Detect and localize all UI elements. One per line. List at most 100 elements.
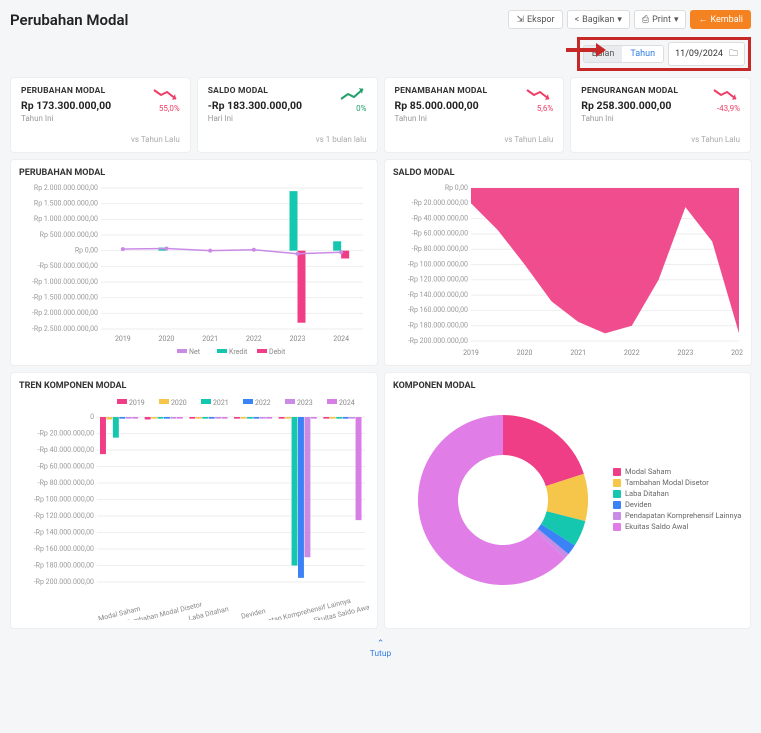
segment-tahun[interactable]: Tahun [622,46,663,62]
perubahan-modal-chart: PERUBAHAN MODAL Rp 2.000.000.000,00Rp 1.… [10,159,378,366]
kpi-foot: vs Tahun Lalu [21,135,180,144]
komponen-modal-svg [393,395,613,605]
komponen-modal-chart: KOMPONEN MODAL Modal SahamTambahan Modal… [384,372,751,629]
kpi-foot: vs 1 bulan lalu [208,135,367,144]
header-actions: ⇲Ekspor <Bagikan▾ ⎙Print▾ ←Kembali [508,10,751,29]
svg-text:-Rp 1.000.000.000,00: -Rp 1.000.000.000,00 [32,278,98,286]
svg-text:2022: 2022 [624,349,640,357]
svg-text:-Rp 180.000.000,00: -Rp 180.000.000,00 [408,322,468,330]
svg-text:2020: 2020 [159,335,175,343]
kpi-sub: Tahun Ini [581,114,678,123]
kpi-value: Rp 85.000.000,00 [395,99,488,112]
svg-text:-Rp 200.000.000,00: -Rp 200.000.000,00 [34,578,94,586]
legend-item: Laba Ditahan [613,489,741,498]
kpi-sub: Tahun Ini [395,114,488,123]
tren-komponen-svg: 2019 2020 2021 2022 2023 2024 0 -Rp 20.000.000,… [19,395,369,620]
svg-text:-Rp 20.000.000,00: -Rp 20.000.000,00 [38,429,94,437]
legend-item: Ekuitas Saldo Awal [613,522,741,531]
kpi-pct: -43,9% [717,104,740,113]
kpi-pct: 5,6% [537,104,553,113]
legend-item: Pendapatan Komprehensif Lainnya [613,511,741,520]
svg-text:-Rp 40.000.000,00: -Rp 40.000.000,00 [38,446,94,454]
share-button[interactable]: <Bagikan▾ [567,10,630,29]
svg-text:2023: 2023 [290,335,306,343]
chevron-up-icon: ⌃ [10,639,751,649]
svg-text:Rp 2.000.000.000,00: Rp 2.000.000.000,00 [34,184,98,192]
svg-text:-Rp 200.000.000,00: -Rp 200.000.000,00 [408,337,468,345]
svg-text:Rp 0,00: Rp 0,00 [75,247,98,255]
saldo-modal-svg: Rp 0,00 -Rp 20.000.000,00 -Rp 40.000.000,0… [393,182,743,357]
kpi-card: PERUBAHAN MODAL Rp 173.300.000,00 Tahun … [10,77,191,153]
filter-row: Bulan Tahun 11/09/2024 🗀 [10,37,751,71]
chevron-down-icon: ▾ [617,15,622,25]
legend-item: Deviden [613,500,741,509]
export-icon: ⇲ [516,15,524,25]
svg-text:Rp 500.000.000,00: Rp 500.000.000,00 [40,231,98,239]
svg-text:2022: 2022 [246,335,262,343]
svg-text:-Rp 40.000.000,00: -Rp 40.000.000,00 [412,214,468,222]
svg-text:0: 0 [90,413,94,421]
trend-icon [712,86,740,102]
back-button[interactable]: ←Kembali [690,10,751,29]
trend-icon [152,86,180,102]
svg-text:2024: 2024 [731,349,743,357]
svg-text:-Rp 140.000.000,00: -Rp 140.000.000,00 [34,528,94,536]
svg-text:Debit: Debit [269,348,286,356]
saldo-modal-chart: SALDO MODAL Rp 0,00-Rp 20.000.000,00-Rp … [384,159,752,366]
page-title: Perubahan Modal [10,11,128,29]
svg-text:-Rp 120.000.000,00: -Rp 120.000.000,00 [408,276,468,284]
svg-text:2023: 2023 [297,399,313,407]
legend-item: Modal Saham [613,467,741,476]
svg-text:-Rp 60.000.000,00: -Rp 60.000.000,00 [412,230,468,238]
trend-icon [525,86,553,102]
svg-text:2020: 2020 [171,399,187,407]
tren-komponen-chart: TREN KOMPONEN MODAL 20192020202120222023… [10,372,378,629]
date-input[interactable]: 11/09/2024 🗀 [668,42,745,66]
kpi-sub: Hari Ini [208,114,302,123]
kpi-pct: 0% [356,104,366,113]
kpi-pct: 55,0% [159,104,180,113]
svg-text:Rp 0,00: Rp 0,00 [445,184,468,192]
kpi-sub: Tahun Ini [21,114,111,123]
svg-text:2022: 2022 [255,399,271,407]
kpi-title: PERUBAHAN MODAL [21,86,111,96]
svg-text:2021: 2021 [202,335,218,343]
legend-item: Tambahan Modal Disetor [613,478,741,487]
donut-legend: Modal Saham Tambahan Modal Disetor Laba Di… [613,467,741,533]
svg-text:-Rp 100.000.000,00: -Rp 100.000.000,00 [408,260,468,268]
svg-text:2024: 2024 [339,399,355,407]
svg-text:-Rp 80.000.000,00: -Rp 80.000.000,00 [38,479,94,487]
kpi-value: Rp 173.300.000,00 [21,99,111,112]
kpi-value: Rp 258.300.000,00 [581,99,678,112]
calendar-icon: 🗀 [729,46,738,62]
svg-text:2023: 2023 [678,349,694,357]
collapse-button[interactable]: ⌃ Tutup [10,635,751,663]
trend-icon [339,86,367,102]
svg-text:-Rp 20.000.000,00: -Rp 20.000.000,00 [412,199,468,207]
kpi-foot: vs Tahun Lalu [581,135,740,144]
svg-text:2024: 2024 [333,335,349,343]
print-button[interactable]: ⎙Print▾ [634,10,687,29]
svg-text:-Rp 2.000.000.000,00: -Rp 2.000.000.000,00 [32,309,98,317]
svg-text:-Rp 160.000.000,00: -Rp 160.000.000,00 [34,545,94,553]
svg-text:2020: 2020 [517,349,533,357]
svg-text:-Rp 500.000.000,00: -Rp 500.000.000,00 [38,262,98,270]
svg-text:Rp 1.000.000.000,00: Rp 1.000.000.000,00 [34,215,98,223]
svg-text:-Rp 100.000.000,00: -Rp 100.000.000,00 [34,495,94,503]
svg-text:-Rp 160.000.000,00: -Rp 160.000.000,00 [408,306,468,314]
share-icon: < [575,15,580,25]
svg-text:2021: 2021 [213,399,229,407]
svg-text:-Rp 140.000.000,00: -Rp 140.000.000,00 [408,291,468,299]
svg-text:-Rp 2.500.000.000,00: -Rp 2.500.000.000,00 [32,325,98,333]
svg-text:Net: Net [189,348,201,356]
perubahan-modal-svg: Rp 2.000.000.000,00 Rp 1.500.000.000,00 Rp… [19,182,369,357]
svg-text:2019: 2019 [129,399,145,407]
svg-text:2019: 2019 [463,349,479,357]
svg-text:Rp 1.500.000.000,00: Rp 1.500.000.000,00 [34,200,98,208]
export-button[interactable]: ⇲Ekspor [508,10,562,29]
svg-text:-Rp 80.000.000,00: -Rp 80.000.000,00 [412,245,468,253]
svg-text:2021: 2021 [570,349,586,357]
kpi-card: PENGURANGAN MODAL Rp 258.300.000,00 Tahu… [570,77,751,153]
chevron-down-icon: ▾ [674,15,679,25]
svg-text:-Rp 180.000.000,00: -Rp 180.000.000,00 [34,561,94,569]
